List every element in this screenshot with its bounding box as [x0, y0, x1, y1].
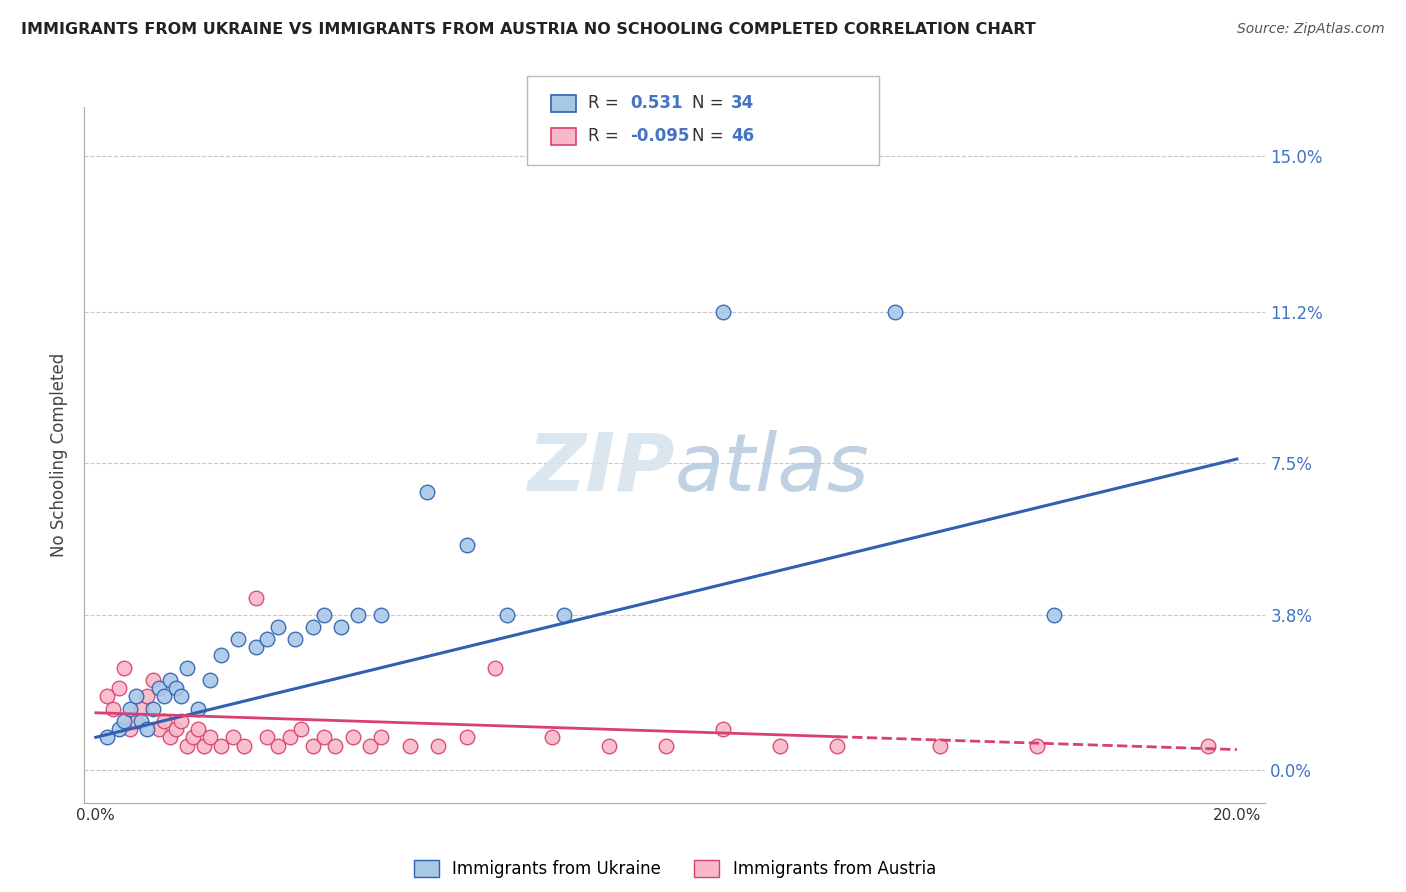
Point	[107, 681, 129, 696]
Point	[187, 701, 209, 715]
Point	[598, 739, 620, 753]
Legend: Immigrants from Ukraine, Immigrants from Austria: Immigrants from Ukraine, Immigrants from…	[408, 854, 942, 885]
Point	[181, 731, 204, 745]
Point	[112, 661, 135, 675]
Point	[198, 731, 221, 745]
Point	[278, 731, 301, 745]
Text: N =: N =	[692, 128, 723, 145]
Point	[827, 739, 849, 753]
Point	[131, 714, 153, 728]
Point	[222, 731, 245, 745]
Point	[209, 739, 232, 753]
Text: 0.531: 0.531	[630, 95, 682, 112]
Point	[112, 714, 135, 728]
Point	[118, 701, 141, 715]
Point	[347, 607, 370, 622]
Point	[312, 607, 335, 622]
Point	[415, 484, 437, 499]
Point	[176, 739, 198, 753]
Point	[456, 538, 478, 552]
Point	[96, 731, 118, 745]
Point	[131, 701, 153, 715]
Point	[153, 714, 176, 728]
Point	[398, 739, 420, 753]
Point	[245, 640, 267, 655]
Point	[165, 681, 187, 696]
Text: Source: ZipAtlas.com: Source: ZipAtlas.com	[1237, 22, 1385, 37]
Y-axis label: No Schooling Completed: No Schooling Completed	[51, 353, 69, 557]
Text: 46: 46	[731, 128, 754, 145]
Point	[325, 739, 347, 753]
Point	[359, 739, 381, 753]
Point	[187, 722, 209, 736]
Point	[165, 722, 187, 736]
Point	[290, 722, 312, 736]
Point	[655, 739, 678, 753]
Point	[142, 673, 165, 687]
Point	[312, 731, 335, 745]
Point	[256, 632, 278, 646]
Point	[176, 661, 198, 675]
Point	[711, 304, 734, 318]
Point	[427, 739, 450, 753]
Point	[267, 620, 290, 634]
Point	[125, 714, 148, 728]
Point	[284, 632, 307, 646]
Point	[456, 731, 478, 745]
Point	[170, 714, 193, 728]
Point	[245, 591, 267, 606]
Point	[159, 731, 181, 745]
Point	[107, 722, 129, 736]
Point	[711, 722, 734, 736]
Point	[484, 661, 506, 675]
Point	[330, 620, 353, 634]
Point	[136, 722, 159, 736]
Point	[1026, 739, 1049, 753]
Point	[1197, 739, 1219, 753]
Point	[370, 607, 392, 622]
Point	[118, 722, 141, 736]
Point	[301, 739, 323, 753]
Text: atlas: atlas	[675, 430, 870, 508]
Text: IMMIGRANTS FROM UKRAINE VS IMMIGRANTS FROM AUSTRIA NO SCHOOLING COMPLETED CORREL: IMMIGRANTS FROM UKRAINE VS IMMIGRANTS FR…	[21, 22, 1036, 37]
Point	[553, 607, 575, 622]
Text: -0.095: -0.095	[630, 128, 689, 145]
Point	[101, 701, 124, 715]
Point	[883, 304, 905, 318]
Point	[170, 690, 193, 704]
Point	[267, 739, 290, 753]
Text: ZIP: ZIP	[527, 430, 675, 508]
Point	[342, 731, 364, 745]
Point	[541, 731, 564, 745]
Point	[159, 673, 181, 687]
Point	[769, 739, 792, 753]
Text: R =: R =	[588, 128, 619, 145]
Text: R =: R =	[588, 95, 619, 112]
Point	[209, 648, 232, 663]
Point	[228, 632, 250, 646]
Point	[233, 739, 256, 753]
Point	[198, 673, 221, 687]
Point	[148, 681, 170, 696]
Point	[929, 739, 952, 753]
Point	[136, 690, 159, 704]
Text: 34: 34	[731, 95, 755, 112]
Point	[125, 690, 148, 704]
Point	[495, 607, 517, 622]
Point	[301, 620, 323, 634]
Point	[193, 739, 215, 753]
Point	[370, 731, 392, 745]
Point	[153, 690, 176, 704]
Point	[1043, 607, 1066, 622]
Point	[96, 690, 118, 704]
Text: N =: N =	[692, 95, 723, 112]
Point	[256, 731, 278, 745]
Point	[142, 701, 165, 715]
Point	[148, 722, 170, 736]
